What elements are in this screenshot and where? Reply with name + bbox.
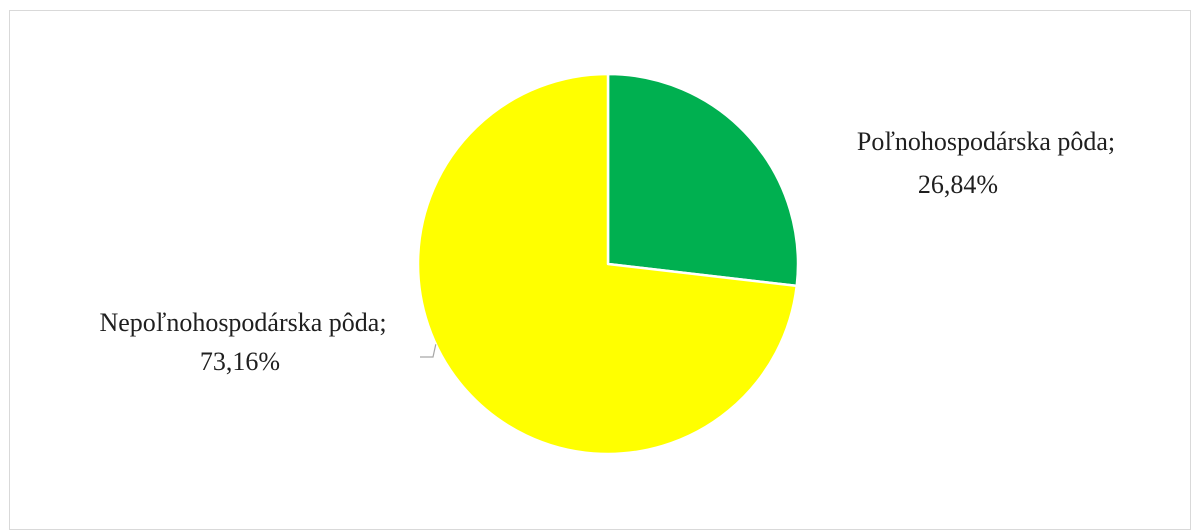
label-polnohospodarska-name: Poľnohospodárska pôda;: [857, 127, 1115, 156]
pie-chart: Poľnohospodárska pôda; 26,84% Nepoľnohos…: [99, 72, 1115, 456]
pie-slices: [416, 72, 800, 456]
leader-line-nepolnohospodarska: [420, 344, 437, 358]
pie-slice-polnohospodarska: [606, 72, 800, 288]
label-polnohospodarska-value: 26,84%: [918, 170, 998, 199]
label-nepolnohospodarska-value: 73,16%: [200, 347, 280, 376]
pie-slice-nepolnohospodarska: [416, 72, 798, 456]
label-nepolnohospodarska-name: Nepoľnohospodárska pôda;: [99, 308, 386, 337]
